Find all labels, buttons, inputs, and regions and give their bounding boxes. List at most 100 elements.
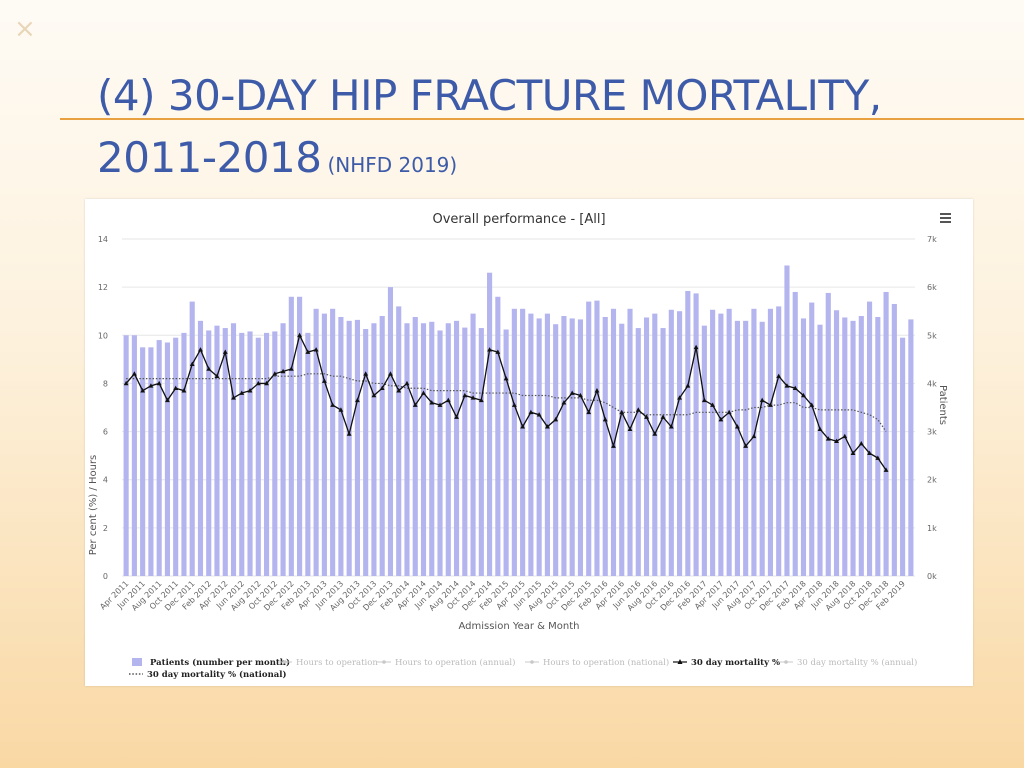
mortality-point	[578, 392, 583, 398]
legend-label[interactable]: Hours to operation (annual)	[395, 657, 515, 668]
legend-marker	[673, 659, 687, 664]
mortality-point	[371, 392, 377, 398]
hamburger-menu-icon[interactable]	[940, 213, 951, 223]
mortality-point	[346, 431, 352, 436]
mortality-point	[131, 371, 137, 376]
legend-marker	[779, 660, 793, 664]
y-tick-label: 0	[103, 572, 108, 581]
patients-bar	[321, 313, 327, 576]
patients-bar	[685, 290, 691, 576]
patients-bar	[478, 328, 484, 576]
mortality-point	[404, 380, 410, 386]
y2-tick-label: 2k	[927, 476, 937, 485]
patients-bar	[495, 296, 501, 576]
patients-bar	[734, 320, 740, 576]
mortality-point	[445, 397, 451, 403]
patients-bar	[404, 323, 410, 576]
patients-bar	[156, 340, 162, 576]
mortality-point	[561, 400, 567, 405]
patients-bar	[206, 330, 212, 576]
legend-label[interactable]: 30 day mortality % (national)	[147, 669, 287, 680]
patients-bar	[189, 301, 195, 576]
patients-bar	[701, 325, 707, 576]
patients-bar	[429, 321, 435, 576]
patients-bar	[420, 323, 427, 576]
legend-label[interactable]: 30 day mortality % (annual)	[797, 657, 917, 668]
patients-bar	[197, 320, 204, 576]
mortality-point	[809, 402, 815, 407]
chart-title: Overall performance - [All]	[432, 212, 605, 227]
mortality-point	[511, 402, 517, 407]
patients-bar	[833, 310, 840, 576]
mortality-point	[321, 378, 327, 383]
y2-tick-label: 7k	[927, 235, 937, 244]
patients-bar	[908, 319, 914, 576]
mortality-point	[272, 371, 278, 376]
patients-bar	[586, 301, 592, 576]
mortality-point	[156, 380, 162, 386]
mortality-point	[231, 395, 236, 400]
patients-bar	[553, 324, 559, 576]
legend-label[interactable]: Hours to operation (national)	[543, 657, 669, 668]
mortality-point	[288, 366, 294, 371]
patients-bar	[652, 313, 658, 576]
patients-bar	[412, 316, 418, 576]
patients-bar	[759, 321, 765, 576]
mortality-point	[297, 332, 302, 338]
legend-marker	[377, 660, 391, 664]
legend-marker	[132, 658, 142, 666]
patients-bar	[726, 308, 732, 576]
patients-bar	[660, 328, 666, 576]
mortality-point	[478, 397, 484, 403]
mortality-point	[652, 431, 658, 436]
patients-bar	[867, 301, 873, 576]
y-tick-label: 12	[98, 283, 108, 292]
y-tick-label: 8	[103, 379, 108, 388]
patients-bar	[305, 332, 311, 576]
legend-label[interactable]: 30 day mortality %	[691, 658, 780, 668]
patients-bar	[123, 335, 129, 576]
mortality-point	[569, 390, 575, 395]
mortality-point	[784, 383, 790, 388]
mortality-point	[165, 397, 170, 403]
mortality-point	[255, 380, 261, 386]
y2-tick-label: 3k	[927, 428, 937, 437]
mortality-point	[363, 371, 369, 376]
mortality-point	[545, 424, 550, 429]
mortality-point	[710, 402, 716, 407]
mortality-point	[685, 383, 691, 388]
slide-corner-mark: ×	[14, 14, 36, 44]
patients-bar	[577, 319, 584, 576]
patients-bar	[140, 347, 146, 576]
patients-bar	[338, 316, 344, 576]
mortality-point	[759, 397, 765, 403]
patients-bar	[511, 308, 517, 576]
patients-bar	[825, 292, 831, 576]
mortality-point	[611, 443, 616, 448]
patients-bar	[173, 337, 179, 576]
gridlines	[122, 238, 915, 577]
y2-tick-label: 6k	[927, 283, 937, 292]
y-axis-title: Per cent (%) / Hours	[88, 455, 99, 556]
mortality-point	[834, 438, 839, 443]
mortality-point	[305, 349, 311, 354]
patients-bar	[751, 308, 757, 576]
line-series	[123, 332, 889, 472]
patients-bar	[677, 311, 683, 576]
legend-label[interactable]: Hours to operation	[296, 658, 378, 668]
legend-label[interactable]: Patients (number per month)	[150, 657, 290, 668]
patients-bar	[784, 265, 790, 576]
patients-bar	[569, 318, 575, 576]
patients-bar	[594, 300, 600, 576]
patients-bar	[387, 287, 394, 576]
mortality-point	[726, 409, 732, 415]
mortality-point	[743, 443, 749, 448]
patients-bar	[230, 323, 237, 576]
mortality-point	[801, 392, 806, 398]
legend-marker	[278, 660, 292, 664]
x-axis-title: Admission Year & Month	[458, 621, 579, 632]
mortality-point	[536, 412, 542, 417]
mortality-point	[148, 383, 154, 388]
y2-tick-label: 5k	[927, 331, 937, 340]
